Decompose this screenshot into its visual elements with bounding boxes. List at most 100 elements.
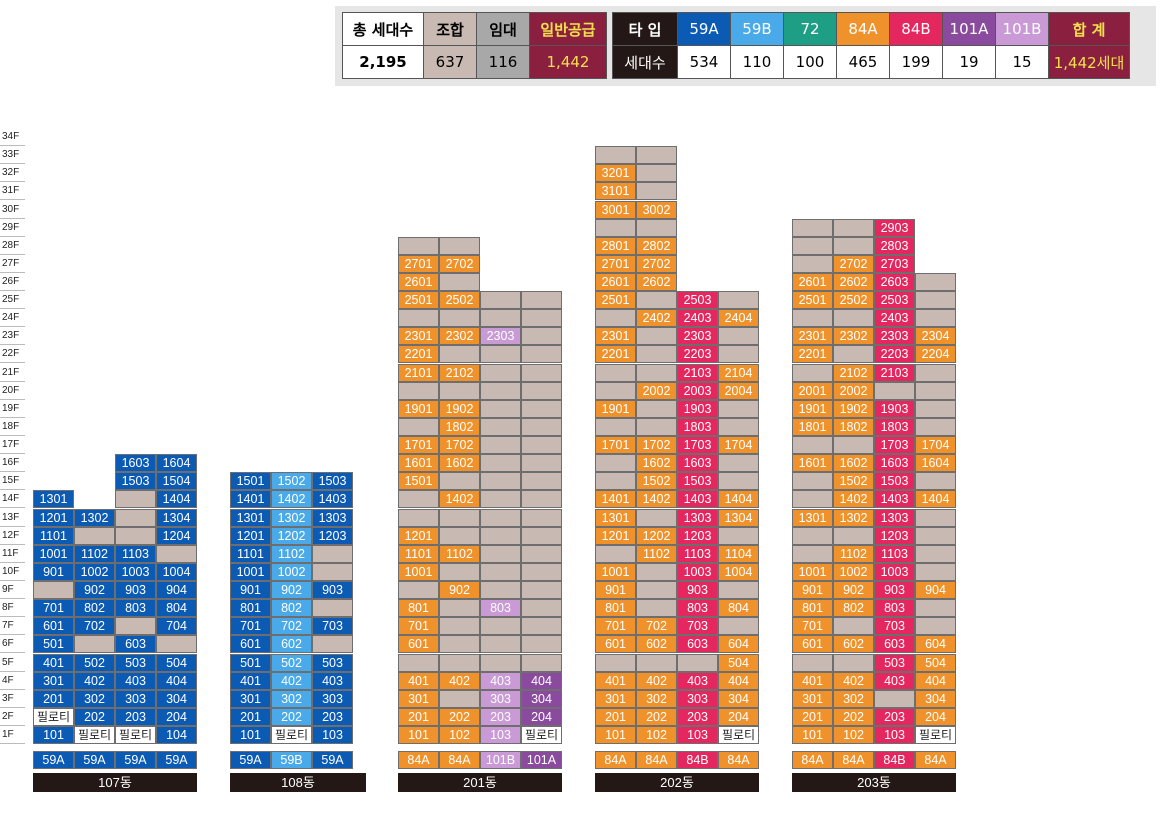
type-101b-header: 101B (995, 12, 1049, 46)
unit-cell: 2501 (595, 291, 636, 309)
unit-cell-union (74, 527, 115, 545)
building-type-label: 59A (115, 751, 156, 769)
unit-cell: 203 (312, 708, 353, 726)
building-type-label: 59A (312, 751, 353, 769)
unit-cell: 1404 (915, 490, 956, 508)
floor-gridline (0, 290, 25, 291)
unit-cell-union (398, 309, 439, 327)
unit-cell: 402 (636, 672, 677, 690)
building-type-label: 59A (156, 751, 197, 769)
unit-cell: 504 (718, 654, 759, 672)
unit-cell: 2503 (874, 291, 915, 309)
unit-cell: 1302 (74, 509, 115, 527)
unit-cell: 2503 (677, 291, 718, 309)
building-type-label: 59A (230, 751, 271, 769)
unit-cell-union (595, 219, 636, 237)
unit-cell: 1303 (312, 509, 353, 527)
total-households-header: 총 세대수 (342, 12, 424, 46)
unit-cell: 2501 (792, 291, 833, 309)
unit-cell-union (915, 382, 956, 400)
unit-cell: 502 (74, 654, 115, 672)
household-count-header: 세대수 (612, 45, 678, 79)
floor-label: 10F (2, 566, 20, 577)
unit-cell-union (521, 291, 562, 309)
building-type-label: 84A (398, 751, 439, 769)
unit-cell: 2201 (792, 345, 833, 363)
unit-cell-union (156, 635, 197, 653)
unit-cell: 2304 (915, 327, 956, 345)
unit-cell: 1704 (915, 436, 956, 454)
unit-cell: 2803 (874, 237, 915, 255)
unit-cell: 804 (718, 599, 759, 617)
floor-label: 33F (2, 149, 20, 160)
unit-cell: 401 (398, 672, 439, 690)
unit-cell-union (480, 545, 521, 563)
type-59b-header: 59B (730, 12, 784, 46)
unit-cell: 1202 (271, 527, 312, 545)
unit-cell-union (480, 654, 521, 672)
unit-cell: 504 (915, 654, 956, 672)
unit-cell-union (792, 527, 833, 545)
summary-types-table: 타 입 59A 59B 72 84A 84B 101A 101B 합 계 세대수… (612, 12, 1130, 79)
unit-cell: 1303 (677, 509, 718, 527)
unit-cell: 202 (439, 708, 480, 726)
unit-cell: 202 (271, 708, 312, 726)
unit-cell-union (595, 382, 636, 400)
unit-cell: 601 (595, 635, 636, 653)
unit-cell: 902 (833, 581, 874, 599)
unit-cell-union (915, 273, 956, 291)
unit-cell: 1503 (312, 472, 353, 490)
unit-cell: 1001 (398, 563, 439, 581)
unit-cell: 202 (636, 708, 677, 726)
unit-cell: 801 (398, 599, 439, 617)
floor-label: 14F (2, 493, 20, 504)
unit-cell: 204 (718, 708, 759, 726)
unit-cell: 1503 (874, 472, 915, 490)
unit-cell: 903 (677, 581, 718, 599)
unit-cell: 101 (398, 726, 439, 744)
unit-cell: 1302 (271, 509, 312, 527)
unit-cell: 703 (874, 617, 915, 635)
unit-cell: 504 (156, 654, 197, 672)
unit-cell: 2603 (874, 273, 915, 291)
unit-cell-union (521, 382, 562, 400)
unit-cell: 1902 (833, 400, 874, 418)
unit-cell: 1503 (115, 472, 156, 490)
unit-cell: 202 (833, 708, 874, 726)
unit-cell: 901 (230, 581, 271, 599)
floor-label: 8F (2, 602, 14, 613)
unit-cell: 1103 (677, 545, 718, 563)
unit-cell: 1203 (874, 527, 915, 545)
floor-label: 24F (2, 312, 20, 323)
unit-cell: 1203 (677, 527, 718, 545)
unit-cell-union (521, 490, 562, 508)
floor-label: 16F (2, 457, 20, 468)
unit-cell: 104 (156, 726, 197, 744)
type-59a-count: 534 (677, 45, 731, 79)
floor-label: 5F (2, 657, 14, 668)
unit-cell-union (480, 345, 521, 363)
unit-cell: 1902 (439, 400, 480, 418)
unit-cell-union (439, 345, 480, 363)
unit-cell: 2203 (677, 345, 718, 363)
unit-cell-union (833, 654, 874, 672)
unit-cell: 901 (792, 581, 833, 599)
unit-cell: 902 (439, 581, 480, 599)
floor-gridline (0, 381, 25, 382)
unit-cell-union (833, 309, 874, 327)
unit-cell: 2302 (833, 327, 874, 345)
unit-cell: 2002 (636, 382, 677, 400)
summary-totals-table: 총 세대수 조합 임대 일반공급 2,195 637 116 1,442 (342, 12, 607, 79)
unit-cell: 403 (677, 672, 718, 690)
unit-cell: 303 (677, 690, 718, 708)
unit-cell: 1002 (271, 563, 312, 581)
unit-cell-union (521, 509, 562, 527)
unit-cell-union (398, 490, 439, 508)
unit-cell: 2402 (636, 309, 677, 327)
piloti-cell: 필로티 (718, 726, 759, 744)
unit-cell-union (521, 581, 562, 599)
floor-label: 2F (2, 711, 14, 722)
unit-cell: 1601 (792, 454, 833, 472)
unit-cell-union (636, 345, 677, 363)
floor-label: 17F (2, 439, 20, 450)
